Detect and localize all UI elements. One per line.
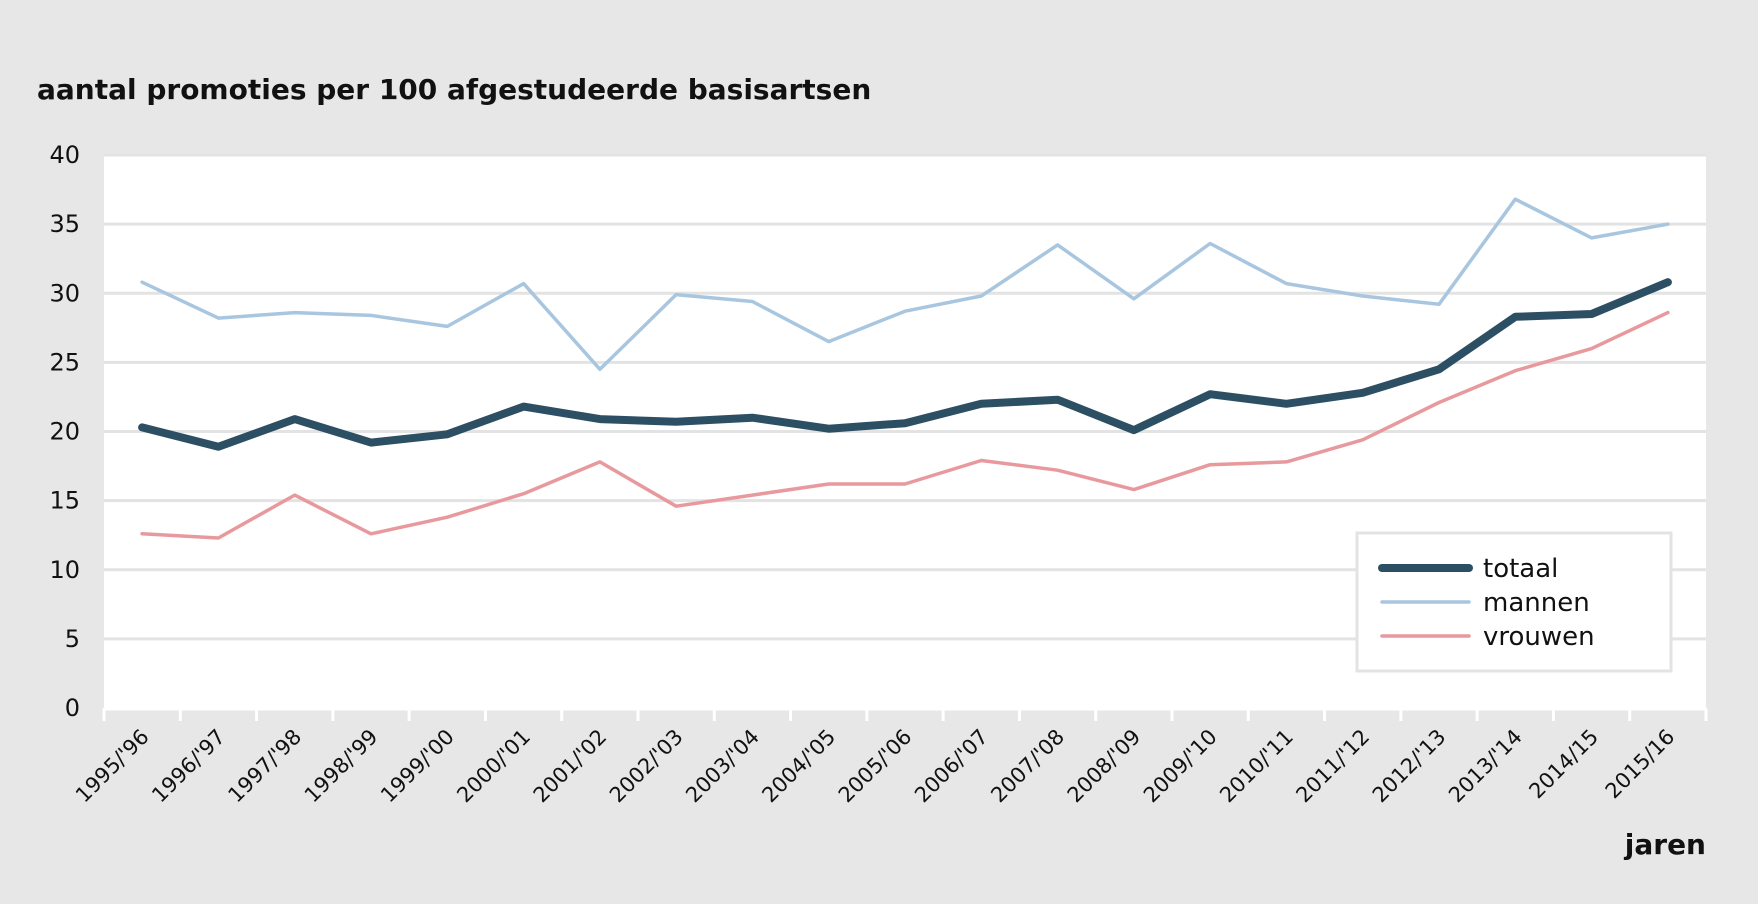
series-lines xyxy=(138,197,1672,540)
x-tick-label: 1995/'96 xyxy=(71,725,154,808)
x-tick-label: 2003/'04 xyxy=(681,725,764,808)
x-tick-label: 2005/'06 xyxy=(834,725,917,808)
x-tick-label: 2001/'02 xyxy=(529,725,612,808)
series-line-totaal xyxy=(138,278,1672,451)
x-tick-label: 2015/16 xyxy=(1601,725,1680,804)
y-tick-label: 35 xyxy=(49,210,80,238)
y-tick-label: 25 xyxy=(49,348,80,376)
series-line-vrouwen xyxy=(140,310,1670,540)
x-tick-label: 1998/'99 xyxy=(300,725,383,808)
y-tick-label: 10 xyxy=(49,556,80,584)
gridlines xyxy=(104,153,1706,641)
x-tick-label: 1997/'98 xyxy=(224,725,307,808)
series-line-mannen xyxy=(140,197,1670,372)
x-tick-label: 2008/'09 xyxy=(1063,725,1146,808)
y-tick-label: 0 xyxy=(65,694,80,722)
x-tick-label: 2002/'03 xyxy=(605,725,688,808)
x-tick-label: 1996/'97 xyxy=(147,725,230,808)
y-tick-label: 15 xyxy=(49,487,80,515)
chart-title: aantal promoties per 100 afgestudeerde b… xyxy=(37,73,871,106)
x-tick-label: 2010/'11 xyxy=(1215,725,1298,808)
x-axis-label: jaren xyxy=(1624,828,1706,861)
x-tick-label: 2000/'01 xyxy=(452,725,535,808)
x-tick-label: 2006/'07 xyxy=(910,725,993,808)
legend-label-mannen: mannen xyxy=(1483,588,1590,618)
legend-label-vrouwen: vrouwen xyxy=(1483,622,1595,652)
x-tick-label: 2007/'08 xyxy=(986,725,1069,808)
legend: totaal mannen vrouwen xyxy=(1355,531,1673,673)
x-tick-label: 2012/'13 xyxy=(1368,725,1451,808)
x-tick-label: 1999/'00 xyxy=(376,725,459,808)
x-tick-label: 2011/'12 xyxy=(1292,725,1375,808)
y-tick-label: 30 xyxy=(49,279,80,307)
y-tick-label: 40 xyxy=(49,141,80,169)
y-axis-ticks: 0 5 10 15 20 25 30 35 40 xyxy=(49,141,80,722)
x-axis: 1995/'961996/'971997/'981998/'991999/'00… xyxy=(71,707,1708,808)
x-tick-label: 2004/'05 xyxy=(758,725,841,808)
x-tick-label: 2009/'10 xyxy=(1139,725,1222,808)
x-tick-label: 2014/15 xyxy=(1524,725,1603,804)
y-tick-label: 20 xyxy=(49,418,80,446)
y-tick-label: 5 xyxy=(65,625,80,653)
x-tick-label: 2013/'14 xyxy=(1444,725,1527,808)
legend-label-totaal: totaal xyxy=(1483,554,1558,584)
